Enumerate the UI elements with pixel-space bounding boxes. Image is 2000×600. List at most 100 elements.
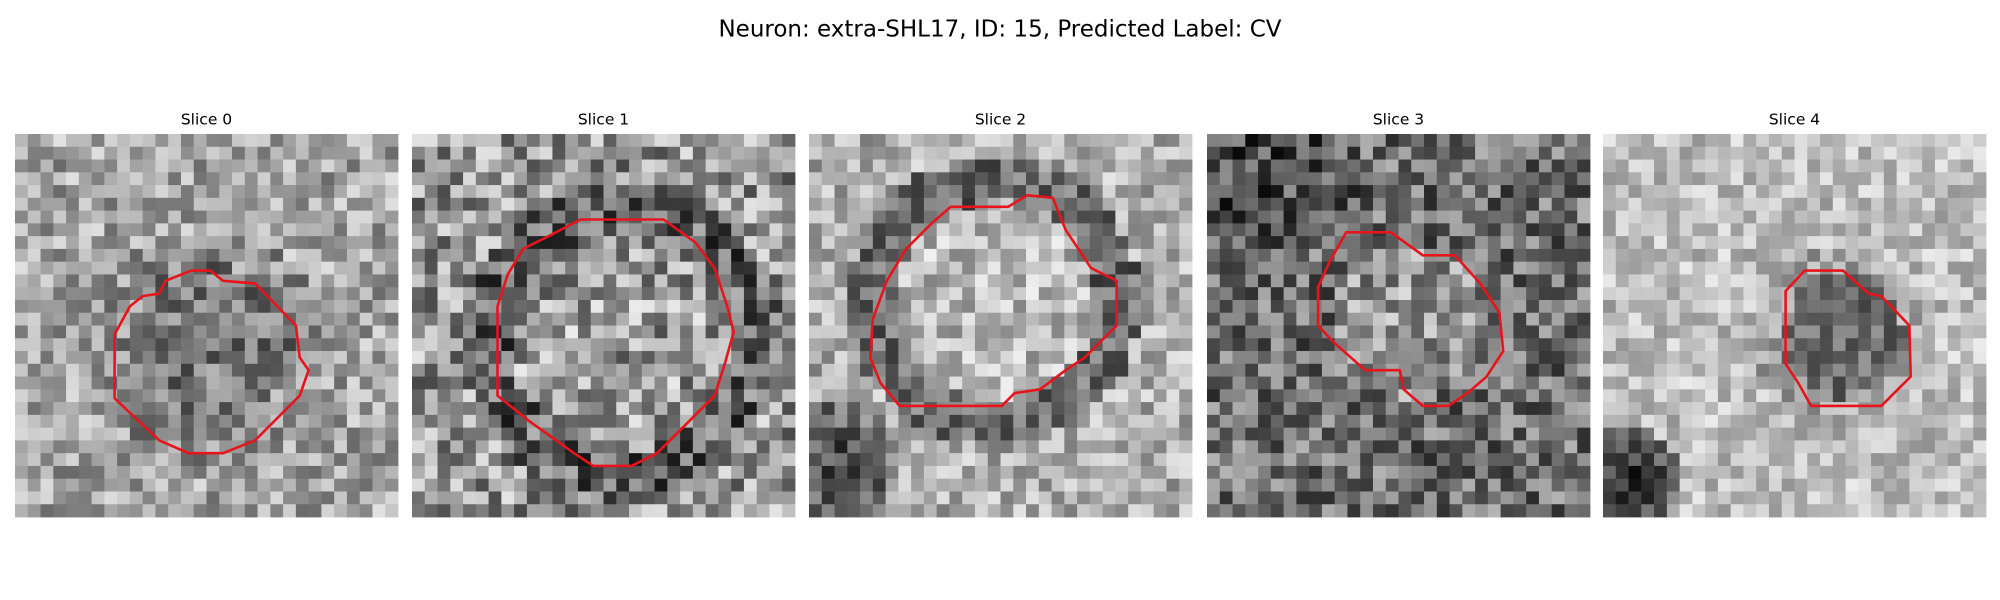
pixel	[1551, 363, 1565, 377]
pixel	[1628, 159, 1642, 173]
pixel	[552, 465, 566, 480]
pixel	[1449, 159, 1463, 173]
pixel	[346, 389, 361, 403]
pixel	[1102, 389, 1116, 403]
pixel	[1934, 363, 1949, 377]
pixel	[539, 402, 553, 416]
pixel	[1781, 376, 1795, 390]
pixel	[1475, 504, 1489, 518]
pixel	[654, 351, 668, 365]
pixel	[1245, 261, 1259, 275]
pixel	[1538, 146, 1553, 160]
pixel	[206, 376, 220, 390]
pixel	[1258, 159, 1272, 173]
pixel	[872, 427, 886, 441]
pixel	[1051, 185, 1065, 199]
pixel	[1692, 159, 1706, 173]
pixel	[359, 478, 373, 492]
pixel	[680, 287, 694, 301]
pixel	[412, 414, 426, 429]
pixel	[821, 402, 835, 416]
pixel	[731, 478, 745, 492]
pixel	[539, 338, 553, 352]
pixel	[692, 134, 707, 148]
pixel	[1538, 185, 1553, 199]
pixel	[66, 197, 80, 211]
pixel	[514, 363, 528, 377]
pixel	[834, 274, 848, 288]
pixel	[629, 159, 643, 173]
pixel	[1858, 504, 1872, 518]
pixel	[743, 389, 758, 403]
pixel	[936, 236, 950, 250]
pixel	[488, 504, 502, 518]
pixel	[1462, 172, 1476, 186]
pixel	[1487, 287, 1502, 301]
pixel	[1615, 427, 1629, 441]
pixel	[257, 146, 271, 160]
pixel	[91, 453, 105, 467]
pixel	[1258, 261, 1272, 275]
pixel	[1654, 159, 1668, 173]
pixel	[1245, 491, 1259, 505]
pixel	[1858, 248, 1872, 263]
pixel	[1577, 478, 1591, 492]
pixel	[40, 402, 54, 416]
pixel	[1089, 453, 1104, 467]
pixel	[1654, 172, 1668, 186]
pixel	[1424, 274, 1438, 288]
pixel	[283, 172, 297, 186]
pixel	[974, 402, 989, 416]
pixel	[232, 351, 246, 365]
pixel	[488, 312, 502, 326]
pixel	[1179, 287, 1193, 301]
pixel	[1743, 414, 1757, 429]
pixel	[193, 236, 207, 250]
pixel	[1500, 363, 1514, 377]
pixel	[475, 478, 489, 492]
pixel	[1615, 299, 1629, 314]
pixel	[40, 363, 54, 377]
pixel	[1128, 172, 1142, 186]
pixel	[577, 274, 592, 288]
pixel	[1411, 491, 1425, 505]
pixel	[1232, 287, 1246, 301]
pixel	[1128, 414, 1142, 429]
pixel	[1372, 402, 1387, 416]
pixel	[590, 504, 604, 518]
pixel	[463, 465, 477, 480]
pixel	[847, 338, 861, 352]
pixel	[1038, 236, 1052, 250]
pixel	[616, 478, 630, 492]
pixel	[987, 414, 1001, 429]
pixel	[769, 210, 783, 224]
pixel	[450, 261, 464, 275]
pixel	[1526, 453, 1540, 467]
pixel	[1807, 338, 1821, 352]
pixel	[1641, 325, 1655, 339]
pixel	[809, 261, 823, 275]
pixel	[1883, 261, 1898, 275]
pixel	[359, 312, 373, 326]
pixel	[385, 453, 399, 467]
pixel	[860, 363, 874, 377]
pixel	[1934, 172, 1949, 186]
pixel	[1615, 478, 1629, 492]
pixel	[1577, 146, 1591, 160]
pixel	[1245, 363, 1259, 377]
pixel	[1781, 274, 1795, 288]
pixel	[1179, 261, 1193, 275]
panel-title: Slice 1	[578, 111, 629, 129]
pixel	[1654, 248, 1668, 263]
pixel	[1896, 427, 1910, 441]
pixel	[1140, 414, 1155, 429]
pixel	[1436, 287, 1450, 301]
pixel	[1730, 414, 1744, 429]
pixel	[1922, 274, 1936, 288]
pixel	[731, 351, 745, 365]
pixel	[66, 338, 80, 352]
pixel	[1334, 478, 1348, 492]
pixel	[641, 185, 655, 199]
pixel	[437, 414, 451, 429]
pixel	[1064, 210, 1078, 224]
